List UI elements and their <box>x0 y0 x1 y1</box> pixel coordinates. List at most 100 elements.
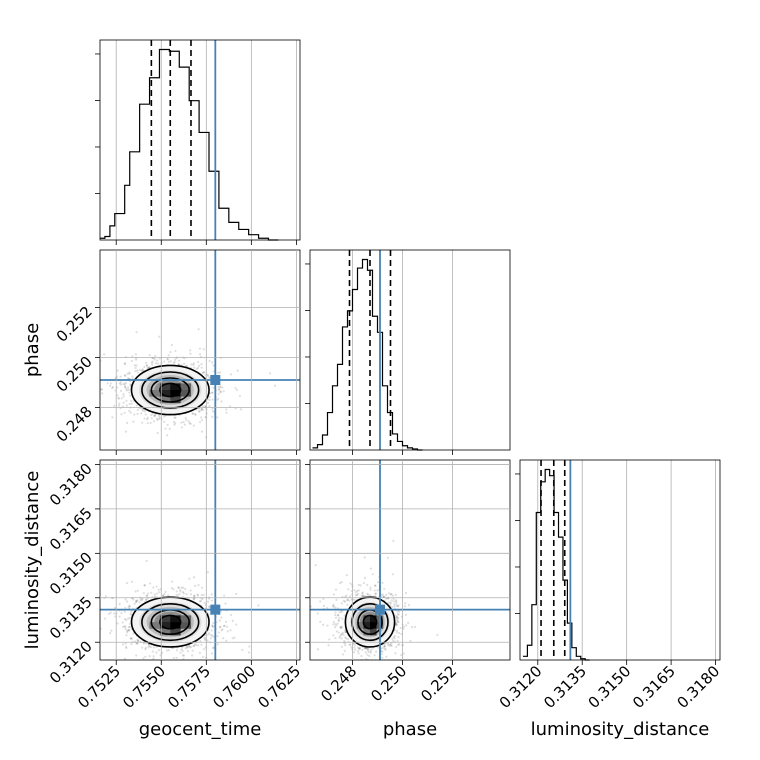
sample-point <box>369 650 372 653</box>
sample-point <box>383 645 386 648</box>
sample-point <box>356 646 360 649</box>
sample-point <box>390 592 393 596</box>
sample-point <box>376 589 379 592</box>
sample-point <box>198 421 202 424</box>
sample-point <box>128 605 132 608</box>
sample-point <box>116 622 119 625</box>
sample-point <box>216 643 219 646</box>
sample-point <box>395 645 398 649</box>
sample-point <box>116 369 119 372</box>
sample-point <box>177 586 180 590</box>
sample-point <box>144 648 147 651</box>
sample-point <box>386 643 390 647</box>
sample-point <box>208 606 211 609</box>
sample-point <box>347 588 350 591</box>
sample-point <box>152 586 155 589</box>
sample-point <box>373 662 375 664</box>
sample-point <box>226 630 229 633</box>
sample-point <box>130 359 133 362</box>
x-tick-label-phase: 0.252 <box>417 662 460 705</box>
sample-point <box>210 593 213 596</box>
sample-point <box>236 369 239 372</box>
contour <box>130 364 210 416</box>
sample-point <box>391 594 394 597</box>
sample-point <box>152 655 155 658</box>
sample-point <box>405 624 408 627</box>
sample-point <box>217 392 220 396</box>
sample-point <box>141 409 144 412</box>
density-block <box>363 615 370 623</box>
sample-point <box>362 595 365 598</box>
sample-point <box>339 625 342 629</box>
sample-point <box>125 404 128 407</box>
sample-point <box>95 386 97 388</box>
sample-point <box>185 645 188 648</box>
sample-point <box>153 414 156 418</box>
sample-point <box>381 652 384 656</box>
sample-point <box>200 430 204 433</box>
sample-point <box>151 363 154 366</box>
sample-point <box>391 662 393 664</box>
panels <box>95 39 721 671</box>
sample-point <box>119 375 122 378</box>
sample-point <box>200 419 204 422</box>
sample-point <box>127 625 130 629</box>
sample-point <box>140 412 143 415</box>
sample-point <box>357 652 360 655</box>
sample-point <box>133 602 136 605</box>
sample-point <box>217 631 220 634</box>
sample-point <box>362 669 364 671</box>
sample-point <box>122 393 125 396</box>
sample-point <box>135 654 138 657</box>
sample-point <box>167 354 170 357</box>
sample-point <box>153 414 156 417</box>
sample-point <box>184 587 187 591</box>
sample-point <box>225 408 228 411</box>
density-block <box>363 622 370 629</box>
contour <box>130 596 210 648</box>
sample-point <box>336 622 339 625</box>
sample-point <box>197 409 201 413</box>
sample-point <box>129 612 132 616</box>
panel-frame <box>99 459 301 661</box>
sample-point <box>194 413 197 416</box>
contour <box>141 603 200 642</box>
sample-point <box>190 363 193 366</box>
sample-point <box>125 634 128 637</box>
sample-point <box>194 584 197 587</box>
sample-point <box>370 648 373 651</box>
histogram-geocent_time <box>100 48 279 241</box>
x-tick-label-geocent_time: 0.7575 <box>164 662 214 712</box>
sample-point <box>366 647 369 650</box>
sample-point <box>149 421 152 425</box>
sample-point <box>268 372 272 375</box>
sample-point <box>396 620 399 624</box>
sample-point <box>381 646 384 650</box>
sample-point <box>366 592 369 596</box>
sample-point <box>334 588 338 591</box>
sample-point <box>366 583 369 587</box>
sample-point <box>179 588 182 592</box>
sample-point <box>340 632 344 635</box>
sample-point <box>142 642 146 645</box>
sample-point <box>206 374 210 377</box>
sample-point <box>150 361 153 364</box>
sample-point <box>111 387 114 390</box>
sample-point <box>123 411 126 414</box>
sample-point <box>234 386 237 390</box>
sample-point <box>185 364 189 368</box>
sample-point <box>121 405 125 408</box>
sample-point <box>196 594 200 597</box>
sample-point <box>151 650 154 653</box>
sample-point <box>219 390 222 393</box>
sample-point <box>208 376 211 379</box>
sample-point <box>127 388 130 391</box>
density-block <box>370 628 377 636</box>
sample-point <box>385 593 388 596</box>
sample-point <box>402 652 405 655</box>
y-tick-label-luminosity_distance: 0.3135 <box>46 593 96 643</box>
sample-point <box>229 373 233 376</box>
contour <box>159 614 182 630</box>
sample-point <box>179 590 182 593</box>
sample-point <box>354 648 357 651</box>
